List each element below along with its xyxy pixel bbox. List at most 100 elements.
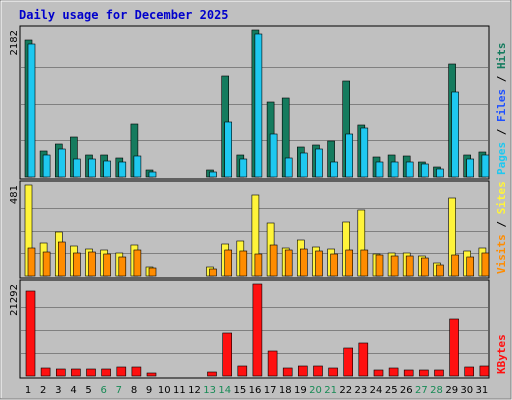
bar-kbytes-day-4 <box>71 368 81 377</box>
legend-sites-visits: Visits / Sites <box>495 181 508 274</box>
bar-visits-day-29 <box>451 254 459 277</box>
x-tick-day-5: 5 <box>85 385 91 396</box>
x-tick-day-9: 9 <box>146 385 152 396</box>
series-files <box>27 33 490 178</box>
bar-visits-day-15 <box>239 250 248 277</box>
x-tick-day-13: 13 <box>203 385 216 396</box>
bar-kbytes-day-27 <box>419 369 429 377</box>
panel-hits-files: 2182 Pages / Files / Hits <box>9 25 508 180</box>
bar-kbytes-day-15 <box>237 365 248 377</box>
bar-kbytes-day-26 <box>403 369 414 377</box>
x-tick-day-31: 31 <box>476 385 489 396</box>
x-tick-day-30: 30 <box>460 385 473 396</box>
bar-visits-day-30 <box>466 256 475 277</box>
x-tick-day-25: 25 <box>385 385 398 396</box>
x-tick-day-1: 1 <box>25 385 31 396</box>
bar-kbytes-day-17 <box>267 350 278 377</box>
series-kbytes <box>25 283 490 377</box>
x-tick-day-14: 14 <box>218 385 231 396</box>
bar-files-day-27 <box>421 163 429 178</box>
bar-kbytes-day-6 <box>101 368 111 377</box>
x-tick-day-4: 4 <box>70 385 76 396</box>
x-axis-labels: 1 2 3 4 5 6 7 8 9 10 11 12 13 14 15 16 17 18 19 20 21 22 23 24 2… <box>25 385 488 396</box>
bar-files-day-16 <box>254 33 263 178</box>
bar-visits-day-1 <box>27 247 36 277</box>
x-tick-day-10: 10 <box>158 385 171 396</box>
panel-sites-visits: 481 Visits / Sites <box>9 180 508 279</box>
legend-entry-pages: Pages <box>495 142 508 175</box>
x-tick-day-27: 27 <box>415 385 428 396</box>
x-tick-day-8: 8 <box>131 385 137 396</box>
bar-visits-day-27 <box>421 257 429 277</box>
x-tick-day-21: 21 <box>324 385 337 396</box>
bar-files-day-1 <box>27 43 36 178</box>
y-tick-label: 2182 <box>9 30 20 55</box>
bar-kbytes-day-24 <box>373 369 384 377</box>
bar-kbytes-day-9 <box>146 372 157 377</box>
panel-frame <box>19 180 490 279</box>
chart-title: Daily usage for December 2025 <box>19 8 229 22</box>
x-tick-day-3: 3 <box>55 385 61 396</box>
legend-entry-hits: Hits <box>495 43 508 70</box>
bar-kbytes-day-22 <box>343 347 354 377</box>
bar-files-day-17 <box>269 133 278 178</box>
bar-visits-day-6 <box>103 253 111 277</box>
bar-files-day-23 <box>360 127 369 178</box>
bar-kbytes-day-29 <box>449 318 459 377</box>
chart-panels: 2182 Pages / Files / Hits 481 Visits / Site… <box>9 25 508 379</box>
bar-visits-day-7 <box>118 256 127 277</box>
bar-kbytes-day-8 <box>131 366 142 377</box>
x-tick-day-20: 20 <box>309 385 322 396</box>
bar-visits-day-16 <box>254 253 263 277</box>
legend-separator: / <box>495 122 508 142</box>
bar-files-day-6 <box>103 160 111 178</box>
bar-kbytes-day-5 <box>86 368 96 377</box>
bar-visits-day-19 <box>299 248 308 277</box>
legend-entry-visits: Visits <box>495 234 508 274</box>
series-visits <box>27 241 490 277</box>
bar-visits-day-20 <box>315 250 323 277</box>
x-tick-day-19: 19 <box>294 385 307 396</box>
bar-kbytes-day-1 <box>25 290 36 377</box>
bar-files-day-18 <box>284 157 293 178</box>
x-tick-day-17: 17 <box>264 385 277 396</box>
bar-files-day-14 <box>224 121 232 178</box>
bar-kbytes-day-14 <box>222 332 232 377</box>
bar-visits-day-8 <box>133 249 142 277</box>
bar-kbytes-day-20 <box>313 365 323 377</box>
x-tick-day-29: 29 <box>445 385 458 396</box>
x-tick-day-22: 22 <box>339 385 352 396</box>
bar-visits-day-9 <box>148 267 157 277</box>
bar-visits-day-23 <box>360 249 369 277</box>
x-tick-day-11: 11 <box>173 385 186 396</box>
bar-files-day-5 <box>88 158 96 178</box>
bar-files-day-24 <box>375 161 384 178</box>
legend-entry-kbytes: KBytes <box>495 334 508 374</box>
y-tick-label: 481 <box>9 185 20 204</box>
x-tick-day-7: 7 <box>116 385 122 396</box>
x-tick-day-23: 23 <box>355 385 368 396</box>
bar-files-day-9 <box>148 171 157 178</box>
x-tick-day-15: 15 <box>234 385 247 396</box>
bar-files-day-3 <box>57 148 66 178</box>
bar-visits-day-31 <box>481 252 490 277</box>
x-tick-day-16: 16 <box>249 385 262 396</box>
legend-kbytes: KBytes <box>495 334 508 374</box>
legend-entry-sites: Sites <box>495 181 508 214</box>
bar-visits-day-21 <box>330 253 338 277</box>
bar-files-day-19 <box>299 152 308 178</box>
legend-separator: / <box>495 69 508 89</box>
bar-kbytes-day-21 <box>328 367 338 377</box>
bar-visits-day-28 <box>436 264 444 277</box>
bar-visits-day-13 <box>209 268 217 277</box>
bar-kbytes-day-7 <box>116 366 127 377</box>
bar-kbytes-day-25 <box>388 367 399 377</box>
bar-visits-day-3 <box>57 241 66 277</box>
bar-files-day-21 <box>330 161 338 178</box>
x-tick-day-24: 24 <box>370 385 383 396</box>
bar-kbytes-day-18 <box>282 367 293 377</box>
bar-kbytes-day-3 <box>55 368 66 377</box>
bar-visits-day-24 <box>375 254 384 277</box>
